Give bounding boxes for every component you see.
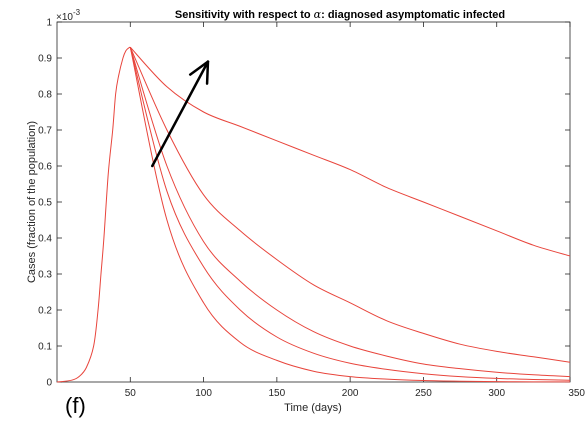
x-tick-label: 250 <box>415 388 432 399</box>
sensitivity-arrow <box>151 60 210 168</box>
y-tick-label: 0.3 <box>38 270 52 281</box>
title-symbol: α <box>314 8 322 21</box>
arrow-head <box>188 60 210 85</box>
panel-label: (f) <box>65 393 86 418</box>
title-prefix: Sensitivity with respect to <box>175 9 314 21</box>
y-exponent-power: -3 <box>73 8 81 17</box>
series-rise-line <box>56 46 131 383</box>
y-tick-label: 0.2 <box>38 306 52 317</box>
y-tick-label: 0.8 <box>38 90 52 101</box>
x-tick-label: 100 <box>195 388 212 399</box>
y-tick-label: 0.6 <box>38 162 52 173</box>
title-suffix: : diagnosed asymptomatic infected <box>321 9 505 21</box>
arrow-shaft <box>151 60 210 168</box>
x-tick-label: 200 <box>342 388 359 399</box>
series-line-1 <box>129 46 571 257</box>
x-tick-label: 350 <box>568 388 585 399</box>
y-tick-label: 0.4 <box>38 234 52 245</box>
y-tick-label: 0.5 <box>38 198 52 209</box>
y-ticks: 0 0.1 0.2 0.3 0.4 0.5 0.6 0.7 0.8 0.9 1 <box>38 18 570 389</box>
plot-area <box>56 21 571 383</box>
x-tick-label: 50 <box>125 388 137 399</box>
y-tick-label: 0 <box>46 378 52 389</box>
series-line-3 <box>129 47 571 378</box>
series-line-2 <box>129 46 571 363</box>
x-tick-label: 300 <box>488 388 505 399</box>
y-tick-label: 0.1 <box>38 342 52 353</box>
x-axis-label: Time (days) <box>284 402 342 414</box>
y-tick-label: 1 <box>46 18 52 29</box>
x-ticks: 50 100 150 200 250 300 350 <box>125 22 585 399</box>
chart-title: Sensitivity with respect to α: diagnosed… <box>175 8 505 21</box>
y-exponent: ×10-3 <box>56 8 81 23</box>
y-tick-label: 0.7 <box>38 126 52 137</box>
series-line-5 <box>129 47 571 383</box>
series-lines <box>56 46 571 383</box>
x-tick-label: 150 <box>269 388 286 399</box>
y-axis-label: Cases (fraction of the population) <box>26 121 38 283</box>
y-tick-label: 0.9 <box>38 54 52 65</box>
series-line-4 <box>129 47 571 381</box>
y-exponent-base: ×10 <box>56 12 73 23</box>
